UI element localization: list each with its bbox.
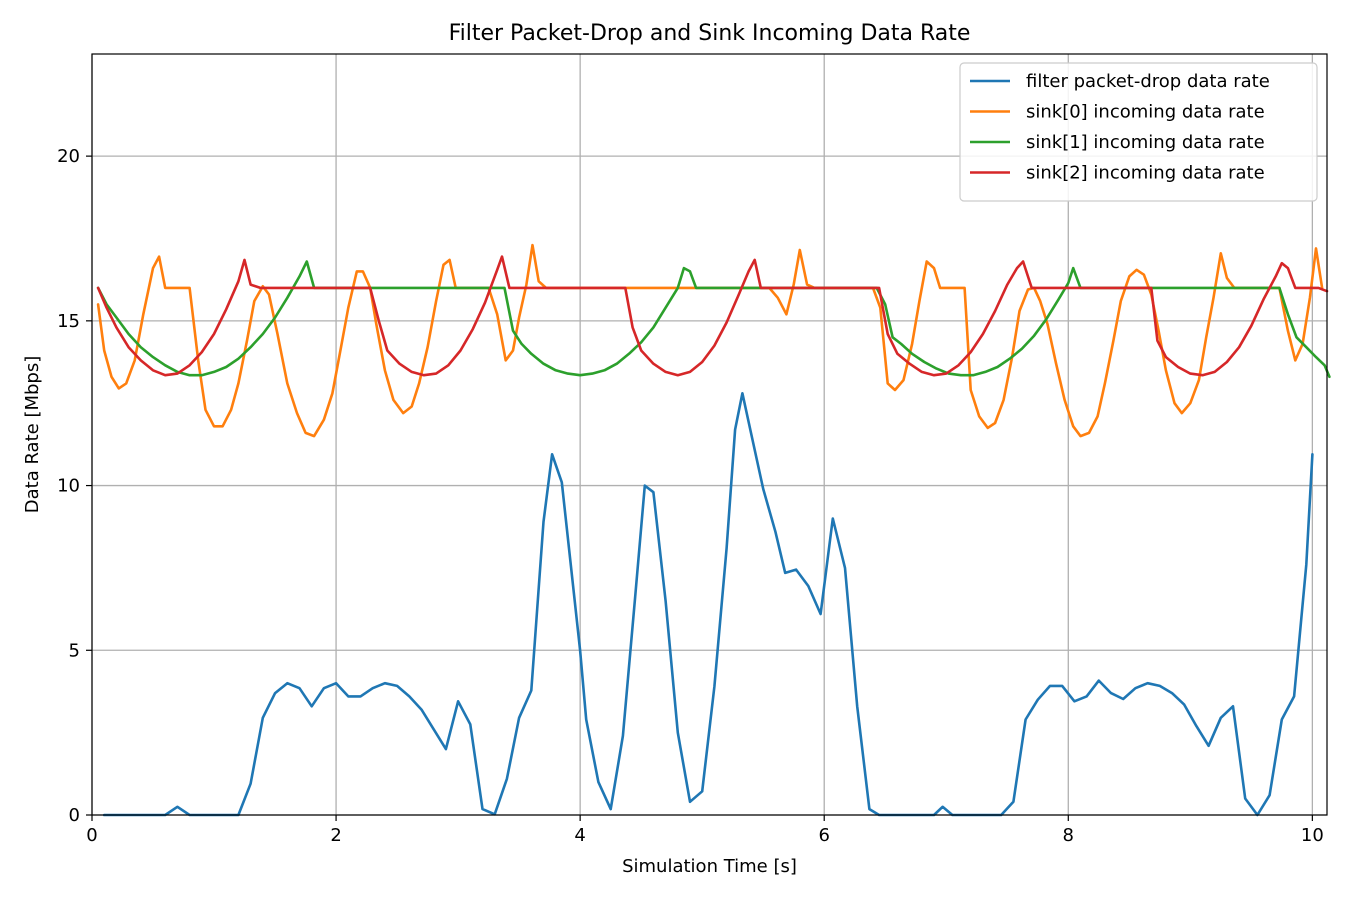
y-tick-label: 10 xyxy=(57,476,80,497)
x-tick-label: 2 xyxy=(330,825,341,846)
legend-label-filter-packet-drop-data-rate: filter packet-drop data rate xyxy=(1026,71,1270,92)
legend-label-sink-0-incoming-data-rate: sink[0] incoming data rate xyxy=(1026,102,1265,123)
y-axis-title: Data Rate [Mbps] xyxy=(22,356,43,514)
legend-label-sink-1-incoming-data-rate: sink[1] incoming data rate xyxy=(1026,132,1265,153)
plot-lines xyxy=(96,243,1331,817)
legend-label-sink-2-incoming-data-rate: sink[2] incoming data rate xyxy=(1026,163,1265,184)
x-tick-label: 8 xyxy=(1063,825,1074,846)
x-axis-title: Simulation Time [s] xyxy=(622,856,797,877)
series-line-sink-1-incoming-data-rate xyxy=(96,260,1331,379)
legend: filter packet-drop data rate sink[0] inco… xyxy=(959,62,1318,202)
x-tick-label: 4 xyxy=(574,825,585,846)
series-line-sink-2-incoming-data-rate xyxy=(96,255,1329,377)
axis-ticks: 0 2 4 6 8 10 0 5 10 15 20 xyxy=(57,146,1324,846)
x-tick-label: 0 xyxy=(86,825,97,846)
y-tick-label: 15 xyxy=(57,311,80,332)
y-tick-label: 0 xyxy=(69,805,80,826)
y-tick-label: 5 xyxy=(69,640,80,661)
y-tick-label: 20 xyxy=(57,146,80,167)
plot-frame xyxy=(91,53,1328,816)
x-tick-label: 10 xyxy=(1301,825,1324,846)
chart-title: Filter Packet-Drop and Sink Incoming Dat… xyxy=(449,21,971,46)
series-line-sink-0-incoming-data-rate xyxy=(96,243,1324,438)
legend-box xyxy=(959,62,1318,202)
x-tick-label: 6 xyxy=(818,825,829,846)
series-line-filter-packet-drop-data-rate xyxy=(102,392,1314,817)
